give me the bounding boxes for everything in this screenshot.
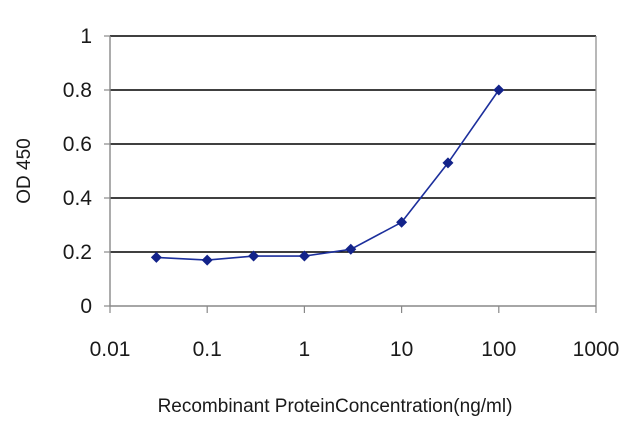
y-tick-label: 0.6 (63, 133, 92, 156)
series (150, 84, 505, 266)
y-tick-labels: 0 0.2 0.4 0.6 0.8 1 (63, 25, 93, 318)
x-tick-label: 0.1 (193, 338, 222, 361)
gridlines (110, 35, 596, 253)
y-axis-title: OD 450 (14, 138, 35, 203)
y-tick-label: 0.8 (63, 79, 92, 102)
axes (104, 35, 597, 313)
series-line (156, 89, 500, 261)
data-point (345, 243, 357, 255)
x-tick-label: 100 (481, 338, 516, 361)
x-tick-label: 10 (390, 338, 413, 361)
x-tick-label: 1000 (573, 338, 620, 361)
plot-area (110, 36, 596, 306)
y-tick-label: 0.4 (63, 187, 93, 210)
data-point (150, 251, 162, 263)
x-tick-labels: 0.01 0.1 1 10 100 1000 (90, 338, 620, 361)
data-point (201, 254, 213, 266)
y-tick-label: 1 (80, 25, 92, 48)
x-axis-title: Recombinant ProteinConcentration(ng/ml) (158, 396, 513, 417)
x-tick-label: 1 (299, 338, 311, 361)
data-point (442, 157, 454, 169)
y-tick-label: 0.2 (63, 241, 92, 264)
data-point (396, 216, 408, 228)
data-point (248, 250, 260, 262)
x-tick-label: 0.01 (90, 338, 131, 361)
y-tick-label: 0 (80, 295, 92, 318)
data-point (298, 250, 310, 262)
data-point (493, 84, 505, 96)
